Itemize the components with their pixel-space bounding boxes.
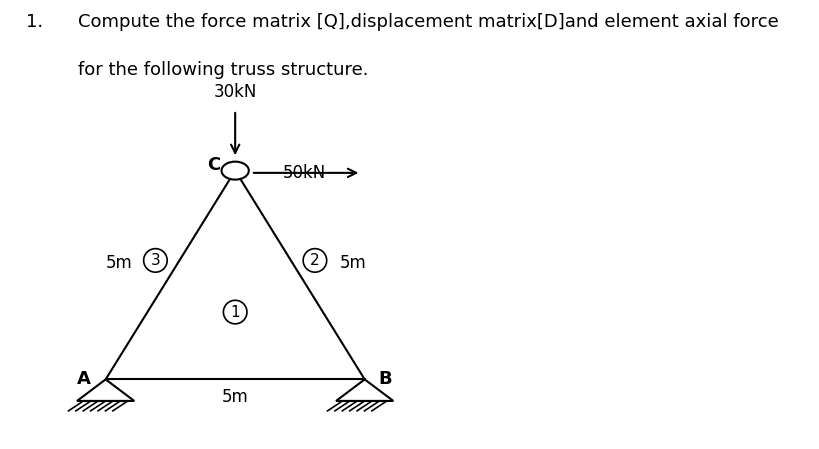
Text: 5m: 5m bbox=[106, 254, 133, 272]
Text: B: B bbox=[378, 370, 391, 388]
Circle shape bbox=[221, 162, 248, 180]
Text: 2: 2 bbox=[310, 253, 319, 268]
Text: 5m: 5m bbox=[339, 254, 366, 272]
Text: 50kN: 50kN bbox=[283, 164, 326, 182]
Text: 3: 3 bbox=[151, 253, 160, 268]
Text: C: C bbox=[206, 156, 219, 174]
Text: 1: 1 bbox=[230, 304, 240, 320]
Text: Compute the force matrix [Q],displacement matrix[D]and element axial force: Compute the force matrix [Q],displacemen… bbox=[79, 13, 778, 31]
Text: 1.: 1. bbox=[26, 13, 43, 31]
Text: 5m: 5m bbox=[221, 388, 248, 406]
Text: for the following truss structure.: for the following truss structure. bbox=[79, 61, 369, 79]
Text: A: A bbox=[77, 370, 91, 388]
Text: 30kN: 30kN bbox=[213, 83, 256, 101]
